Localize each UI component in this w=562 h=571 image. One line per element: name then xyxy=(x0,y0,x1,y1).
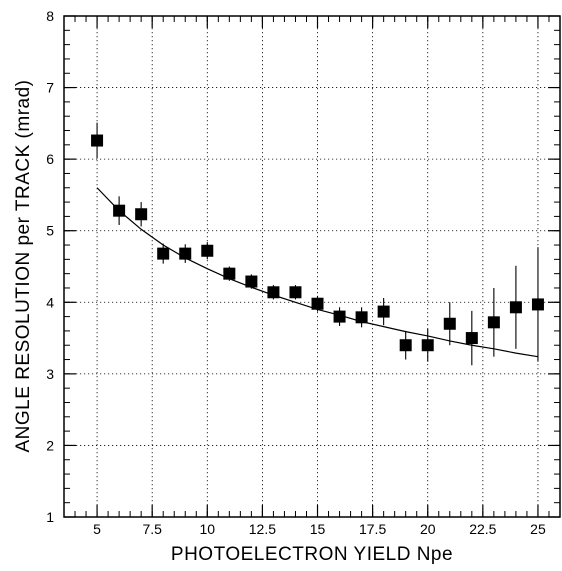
data-point xyxy=(377,305,390,318)
data-point xyxy=(289,286,302,299)
data-point xyxy=(201,244,214,257)
x-tick-label: 10 xyxy=(199,521,215,537)
y-tick-label: 8 xyxy=(46,8,54,24)
y-axis-title: ANGLE RESOLUTION per TRACK (mrad) xyxy=(13,79,34,452)
data-point xyxy=(531,298,544,311)
axis-ticks xyxy=(64,15,561,518)
data-point xyxy=(399,339,412,352)
data-point xyxy=(267,286,280,299)
x-tick-label: 25 xyxy=(530,521,546,537)
y-tick-label: 2 xyxy=(46,437,54,453)
x-tick-label: 15 xyxy=(310,521,326,537)
x-tick-labels: 5 7.5 10 12.5 15 17.5 20 22.5 25 xyxy=(93,521,546,537)
plot-frame xyxy=(63,15,561,518)
data-point xyxy=(333,310,346,323)
x-tick-label: 7.5 xyxy=(142,521,162,537)
data-points xyxy=(91,134,544,352)
y-tick-label: 6 xyxy=(46,151,54,167)
data-point xyxy=(487,316,500,329)
grid xyxy=(64,16,560,517)
x-tick-label: 20 xyxy=(420,521,436,537)
x-tick-label: 22.5 xyxy=(469,521,496,537)
data-point xyxy=(179,247,192,260)
y-tick-label: 7 xyxy=(46,80,54,96)
data-point xyxy=(311,297,324,310)
data-point xyxy=(509,301,522,314)
data-point xyxy=(223,267,236,280)
data-point xyxy=(157,247,170,260)
data-point xyxy=(135,208,148,221)
data-point xyxy=(113,204,126,217)
x-axis-title: PHOTOELECTRON YIELD Npe xyxy=(171,544,453,565)
y-tick-label: 1 xyxy=(46,509,54,525)
y-tick-label: 3 xyxy=(46,366,54,382)
y-tick-label: 4 xyxy=(46,294,54,310)
data-point xyxy=(421,339,434,352)
data-point xyxy=(465,332,478,345)
data-point xyxy=(355,311,368,324)
data-point xyxy=(91,134,104,147)
x-tick-label: 17.5 xyxy=(359,521,386,537)
y-tick-labels: 1 2 3 4 5 6 7 8 xyxy=(46,8,54,525)
x-tick-label: 5 xyxy=(93,521,101,537)
x-tick-label: 12.5 xyxy=(249,521,276,537)
y-tick-label: 5 xyxy=(46,223,54,239)
data-point xyxy=(443,317,456,330)
data-point xyxy=(245,275,258,288)
